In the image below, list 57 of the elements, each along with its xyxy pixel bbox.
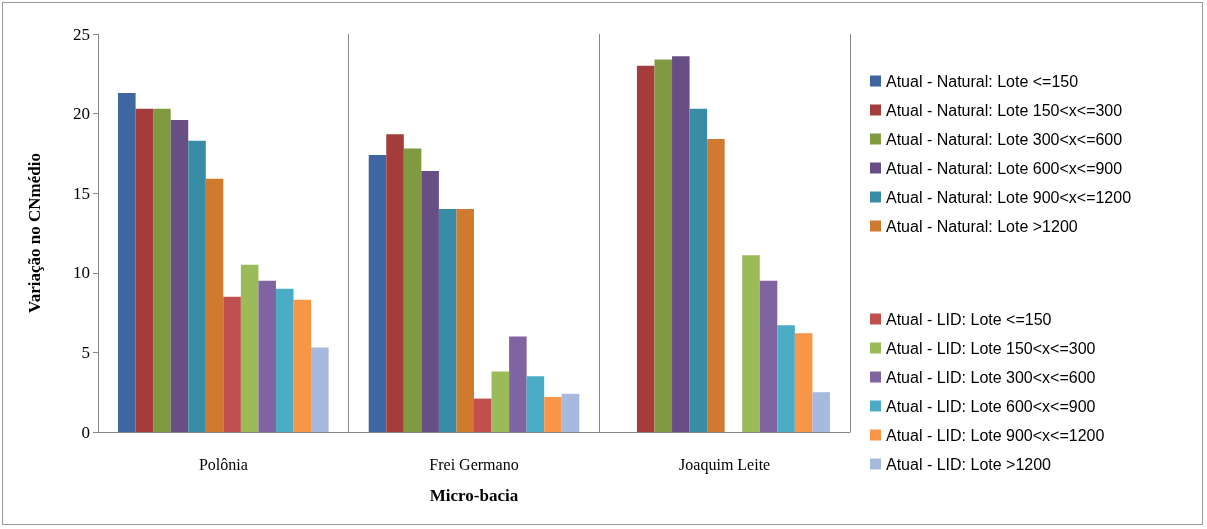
bar: [275, 288, 294, 432]
bar: [403, 148, 422, 432]
legend-label: Atual - Natural: Lote >1200: [886, 217, 1078, 235]
bar: [135, 108, 154, 432]
bar: [759, 280, 778, 432]
y-tick-label: 20: [73, 104, 90, 124]
legend-label: Atual - LID: Lote >1200: [886, 455, 1052, 473]
bar: [421, 170, 439, 432]
bar: [636, 65, 655, 432]
legend-label: Atual - LID: Lote 600<x<=900: [886, 397, 1096, 415]
legend-label: Atual - Natural: Lote <=150: [886, 72, 1079, 90]
y-tick-label: 5: [81, 342, 90, 362]
bar: [170, 119, 189, 432]
legend-label: Atual - LID: Lote 300<x<=600: [886, 368, 1096, 386]
y-tick-label: 25: [73, 24, 90, 44]
bar: [188, 140, 206, 432]
bar: [368, 154, 387, 432]
bar: [223, 296, 241, 432]
legend-label: Atual - Natural: Lote 900<x<=1200: [886, 188, 1132, 206]
legend-label: Atual - Natural: Lote 600<x<=900: [886, 159, 1123, 177]
bar: [118, 92, 136, 432]
legend-label: Atual - Natural: Lote 300<x<=600: [886, 130, 1123, 148]
bar: [474, 398, 492, 432]
x-tick-label: Frei Germano: [429, 455, 519, 473]
legend-label: Atual - Natural: Lote 150<x<=300: [886, 101, 1123, 119]
x-tick-label: Joaquim Leite: [679, 455, 771, 474]
legend-label: Atual - LID: Lote 150<x<=300: [886, 339, 1096, 357]
x-tick-label: Polônia: [198, 455, 248, 473]
bar: [654, 59, 673, 432]
bar: [689, 108, 708, 432]
y-axis-title: Variação no CNmédio: [25, 153, 44, 313]
bar: [491, 371, 510, 432]
bar: [777, 325, 795, 432]
bar: [812, 392, 830, 432]
x-axis-title: Micro-bacia: [429, 486, 519, 505]
bar: [794, 333, 813, 432]
legend-label: Atual - LID: Lote 900<x<=1200: [886, 426, 1105, 444]
y-tick-label: 15: [73, 183, 90, 203]
bar: [456, 209, 474, 432]
bar: [153, 108, 171, 432]
bar: [240, 264, 259, 432]
bar: [205, 178, 224, 432]
bar: [438, 209, 457, 432]
bar: [561, 393, 580, 432]
bar: [386, 134, 404, 432]
legend-label: Atual - LID: Lote <=150: [886, 310, 1052, 328]
bar: [544, 396, 562, 432]
bar: [293, 299, 312, 432]
bar: [742, 255, 760, 432]
bar: [509, 336, 527, 432]
y-tick-label: 0: [81, 422, 90, 442]
bar: [311, 347, 329, 432]
bar: [707, 139, 725, 432]
bar: [526, 376, 545, 432]
bar: [672, 56, 690, 432]
y-tick-label: 10: [73, 263, 90, 283]
bar: [258, 280, 276, 432]
